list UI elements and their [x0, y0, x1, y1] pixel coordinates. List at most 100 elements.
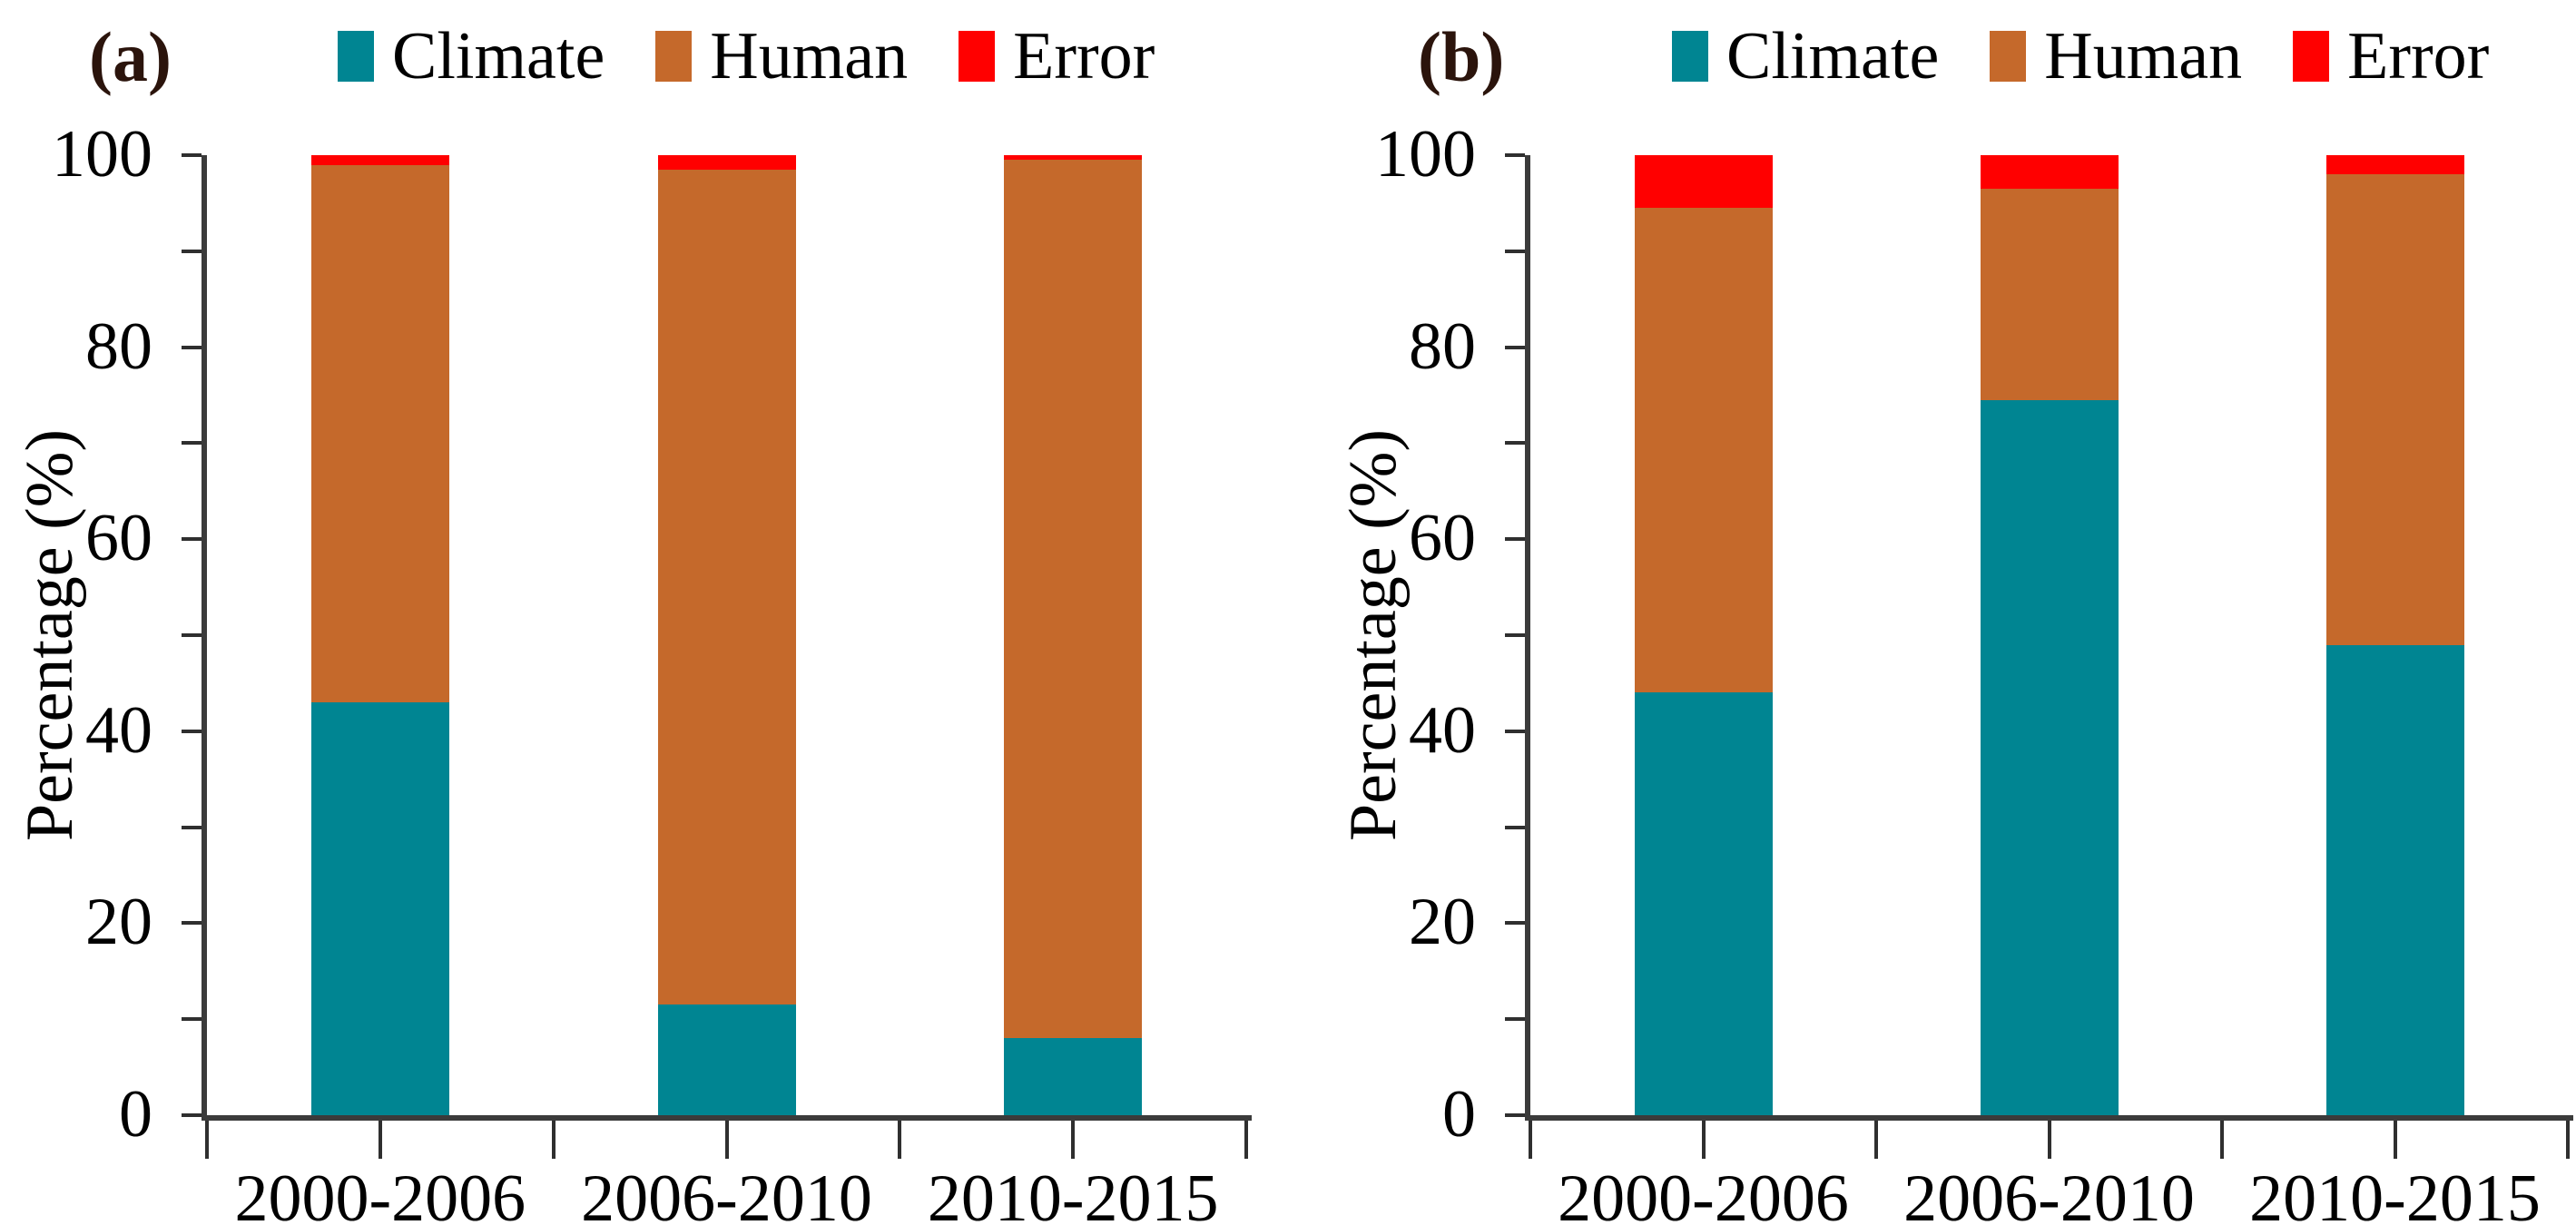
error-bar-segment [2325, 155, 2464, 175]
error-bar-segment [310, 155, 449, 165]
y-tick [1505, 153, 1525, 157]
x-tick [378, 1121, 382, 1159]
climate-bar-segment [2325, 644, 2464, 1115]
panel-a-label: (a) [89, 17, 172, 96]
x-category-label: 2000-2006 [1558, 1161, 1849, 1225]
y-tick-label: 80 [85, 309, 152, 384]
climate-bar-segment [1004, 1038, 1143, 1115]
climate-bar-segment [310, 702, 449, 1115]
y-tick [1505, 249, 1525, 253]
x-tick [2220, 1121, 2224, 1159]
plot-area-a: 0 20 40 60 80 100 2000-2006 2006-2010 2010-2015 [52, 121, 1252, 1225]
x-tick [1701, 1121, 1706, 1159]
y-tick [182, 921, 202, 926]
y-tick [182, 153, 202, 157]
y-axis-line [202, 155, 207, 1121]
x-tick [2566, 1121, 2570, 1159]
y-axis-title-a: Percentage (%) [13, 429, 87, 842]
climate-swatch [338, 31, 374, 82]
legend-label-human: Human [2044, 19, 2243, 93]
y-tick [182, 249, 202, 253]
x-tick [2393, 1121, 2397, 1159]
error-swatch [959, 31, 996, 82]
human-bar-segment [1980, 189, 2119, 400]
y-tick [1505, 441, 1525, 446]
error-bar-segment [657, 155, 796, 170]
x-category-label: 2000-2006 [234, 1161, 526, 1225]
climate-bar-segment [657, 1004, 796, 1115]
x-tick [1244, 1121, 1248, 1159]
x-tick [1071, 1121, 1076, 1159]
y-tick-label: 100 [1375, 117, 1476, 191]
legend-b: Climate Human Error [1672, 13, 2489, 100]
human-swatch [1990, 31, 2027, 82]
legend-item-error: Error [2293, 23, 2489, 90]
error-bar-segment [1004, 155, 1143, 161]
y-tick-label: 40 [1409, 692, 1476, 768]
human-bar-segment [310, 164, 449, 703]
y-tick-label: 0 [119, 1077, 152, 1152]
y-tick-label: 40 [85, 692, 152, 768]
y-tick [182, 537, 202, 542]
human-bar-segment [1004, 160, 1143, 1039]
error-swatch [2293, 31, 2330, 82]
y-tick [1505, 1113, 1525, 1117]
x-tick [551, 1121, 556, 1159]
legend-label-climate: Climate [392, 19, 605, 93]
human-bar-segment [1634, 208, 1773, 693]
legend-a: Climate Human Error [338, 13, 1155, 100]
y-tick-label: 60 [1409, 501, 1476, 576]
y-tick-label: 0 [1442, 1077, 1476, 1152]
y-tick [182, 1017, 202, 1022]
y-tick [182, 1113, 202, 1117]
y-tick-label: 20 [1409, 885, 1476, 960]
x-category-label: 2010-2015 [2249, 1161, 2541, 1225]
human-bar-segment [657, 169, 796, 1005]
x-category-label: 2006-2010 [581, 1161, 872, 1225]
x-tick [1529, 1121, 1532, 1159]
y-tick [182, 633, 202, 637]
x-tick [205, 1121, 209, 1159]
legend-label-human: Human [710, 19, 909, 93]
y-axis-line [1525, 155, 1530, 1121]
y-tick [182, 345, 202, 349]
y-tick [1505, 345, 1525, 349]
y-tick [182, 729, 202, 733]
x-tick [898, 1121, 902, 1159]
legend-item-climate: Climate [1672, 23, 1939, 90]
legend-label-error: Error [2347, 19, 2490, 93]
legend-label-error: Error [1013, 19, 1155, 93]
legend-item-climate: Climate [338, 23, 605, 90]
plot-area-b: 0 20 40 60 80 100 2000-2006 2006-2010 2010-2015 [1375, 121, 2573, 1225]
x-axis-line [1525, 1115, 2573, 1121]
y-tick-label: 60 [85, 501, 152, 576]
y-axis-title-b: Percentage (%) [1336, 429, 1411, 842]
legend-item-human: Human [1990, 23, 2242, 90]
y-tick [1505, 633, 1525, 637]
y-tick [1505, 537, 1525, 542]
y-tick [1505, 729, 1525, 733]
y-tick [1505, 825, 1525, 829]
y-tick [182, 825, 202, 829]
legend-item-human: Human [655, 23, 908, 90]
y-tick [1505, 1017, 1525, 1022]
y-tick-label: 20 [85, 885, 152, 960]
x-tick [2047, 1121, 2051, 1159]
legend-label-climate: Climate [1726, 19, 1940, 93]
legend-item-error: Error [959, 23, 1155, 90]
error-bar-segment [1980, 155, 2119, 190]
x-tick [1874, 1121, 1878, 1159]
x-category-label: 2006-2010 [1903, 1161, 2195, 1225]
human-bar-segment [2325, 174, 2464, 645]
error-bar-segment [1634, 155, 1773, 209]
human-swatch [655, 31, 693, 82]
climate-bar-segment [1634, 692, 1773, 1115]
y-tick-label: 80 [1409, 309, 1476, 384]
x-tick [724, 1121, 729, 1159]
y-tick-label: 100 [52, 117, 152, 191]
x-category-label: 2010-2015 [927, 1161, 1219, 1225]
climate-bar-segment [1980, 399, 2119, 1115]
climate-swatch [1672, 31, 1708, 82]
x-axis-line [202, 1115, 1252, 1121]
